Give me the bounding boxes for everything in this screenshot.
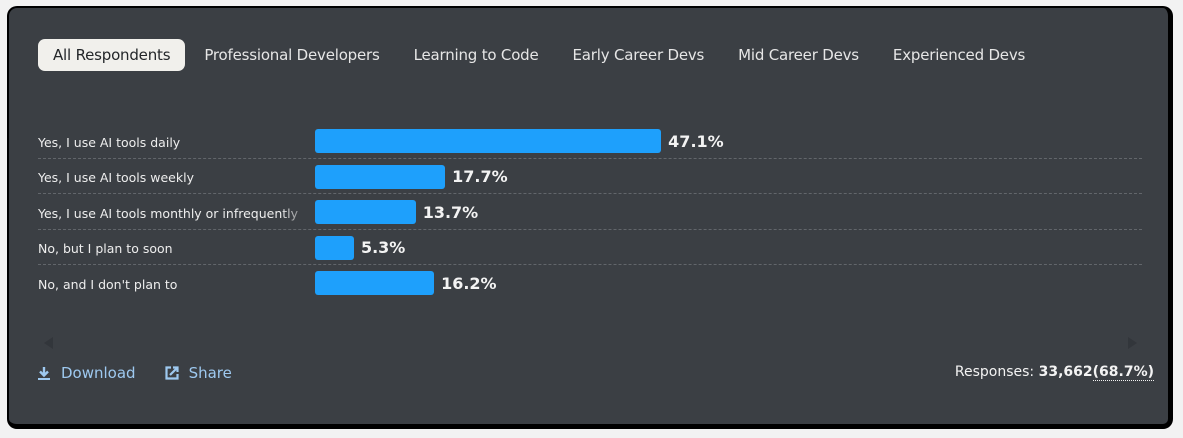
value-label: 13.7% [422, 202, 479, 222]
download-button[interactable]: Download [36, 364, 136, 382]
responses-label: Responses: [954, 364, 1035, 380]
share-label: Share [188, 364, 232, 382]
bar-wrap: 16.2% [314, 270, 497, 296]
value-label: 47.1% [668, 131, 724, 151]
chart-row: Yes, I use AI tools weekly 17.7% [38, 159, 1142, 195]
bar-wrap: 13.7% [314, 199, 479, 225]
responses-summary: Responses: 33,662(68.7%) [954, 364, 1154, 381]
tab-mid-career-devs[interactable]: Mid Career Devs [738, 46, 859, 64]
responses-percent: (68.7%) [1092, 364, 1154, 381]
respondent-tabs: All Respondents Professional Developers Le… [38, 39, 1044, 71]
chart-row: Yes, I use AI tools daily 47.1% [38, 123, 1142, 159]
tab-early-career-devs[interactable]: Early Career Devs [572, 46, 705, 64]
download-icon [38, 367, 50, 380]
chart-row: No, and I don't plan to 16.2% [38, 265, 1142, 301]
bar-chart: Yes, I use AI tools daily 47.1% Yes, I use… [38, 123, 1142, 301]
bar [315, 164, 446, 189]
value-label: 5.3% [360, 238, 406, 258]
value-label: 17.7% [452, 167, 508, 187]
share-button[interactable]: Share [164, 364, 232, 382]
category-label: No, and I don't plan to [38, 276, 178, 292]
category-label: Yes, I use AI tools daily [38, 134, 181, 150]
category-label: No, but I plan to soon [38, 241, 173, 257]
tab-professional-developers[interactable]: Professional Developers [204, 46, 380, 64]
tab-all-respondents[interactable]: All Respondents [38, 39, 186, 71]
chart-actions: Download Share [36, 364, 260, 382]
download-label: Download [61, 364, 136, 382]
chart-card: All Respondents Professional Developers Le… [7, 6, 1173, 429]
scroll-left-icon[interactable] [44, 337, 53, 349]
category-label: Yes, I use AI tools weekly [38, 170, 194, 186]
bar-wrap: 47.1% [314, 128, 724, 154]
bar-wrap: 5.3% [314, 235, 405, 260]
value-label: 16.2% [441, 273, 497, 293]
bar [315, 129, 662, 154]
chart-row: No, but I plan to soon 5.3% [38, 230, 1142, 266]
bar [315, 200, 416, 225]
scroll-right-icon[interactable] [1128, 337, 1137, 349]
responses-count: 33,662 [1038, 364, 1093, 380]
bar [315, 235, 354, 260]
bar [315, 271, 435, 296]
tab-learning-to-code[interactable]: Learning to Code [413, 46, 539, 64]
category-label: Yes, I use AI tools monthly or infrequen… [38, 205, 299, 221]
chart-row: Yes, I use AI tools monthly or infrequen… [38, 194, 1142, 230]
share-icon [164, 366, 179, 380]
bar-wrap: 17.7% [314, 164, 508, 189]
tab-experienced-devs[interactable]: Experienced Devs [892, 46, 1026, 64]
